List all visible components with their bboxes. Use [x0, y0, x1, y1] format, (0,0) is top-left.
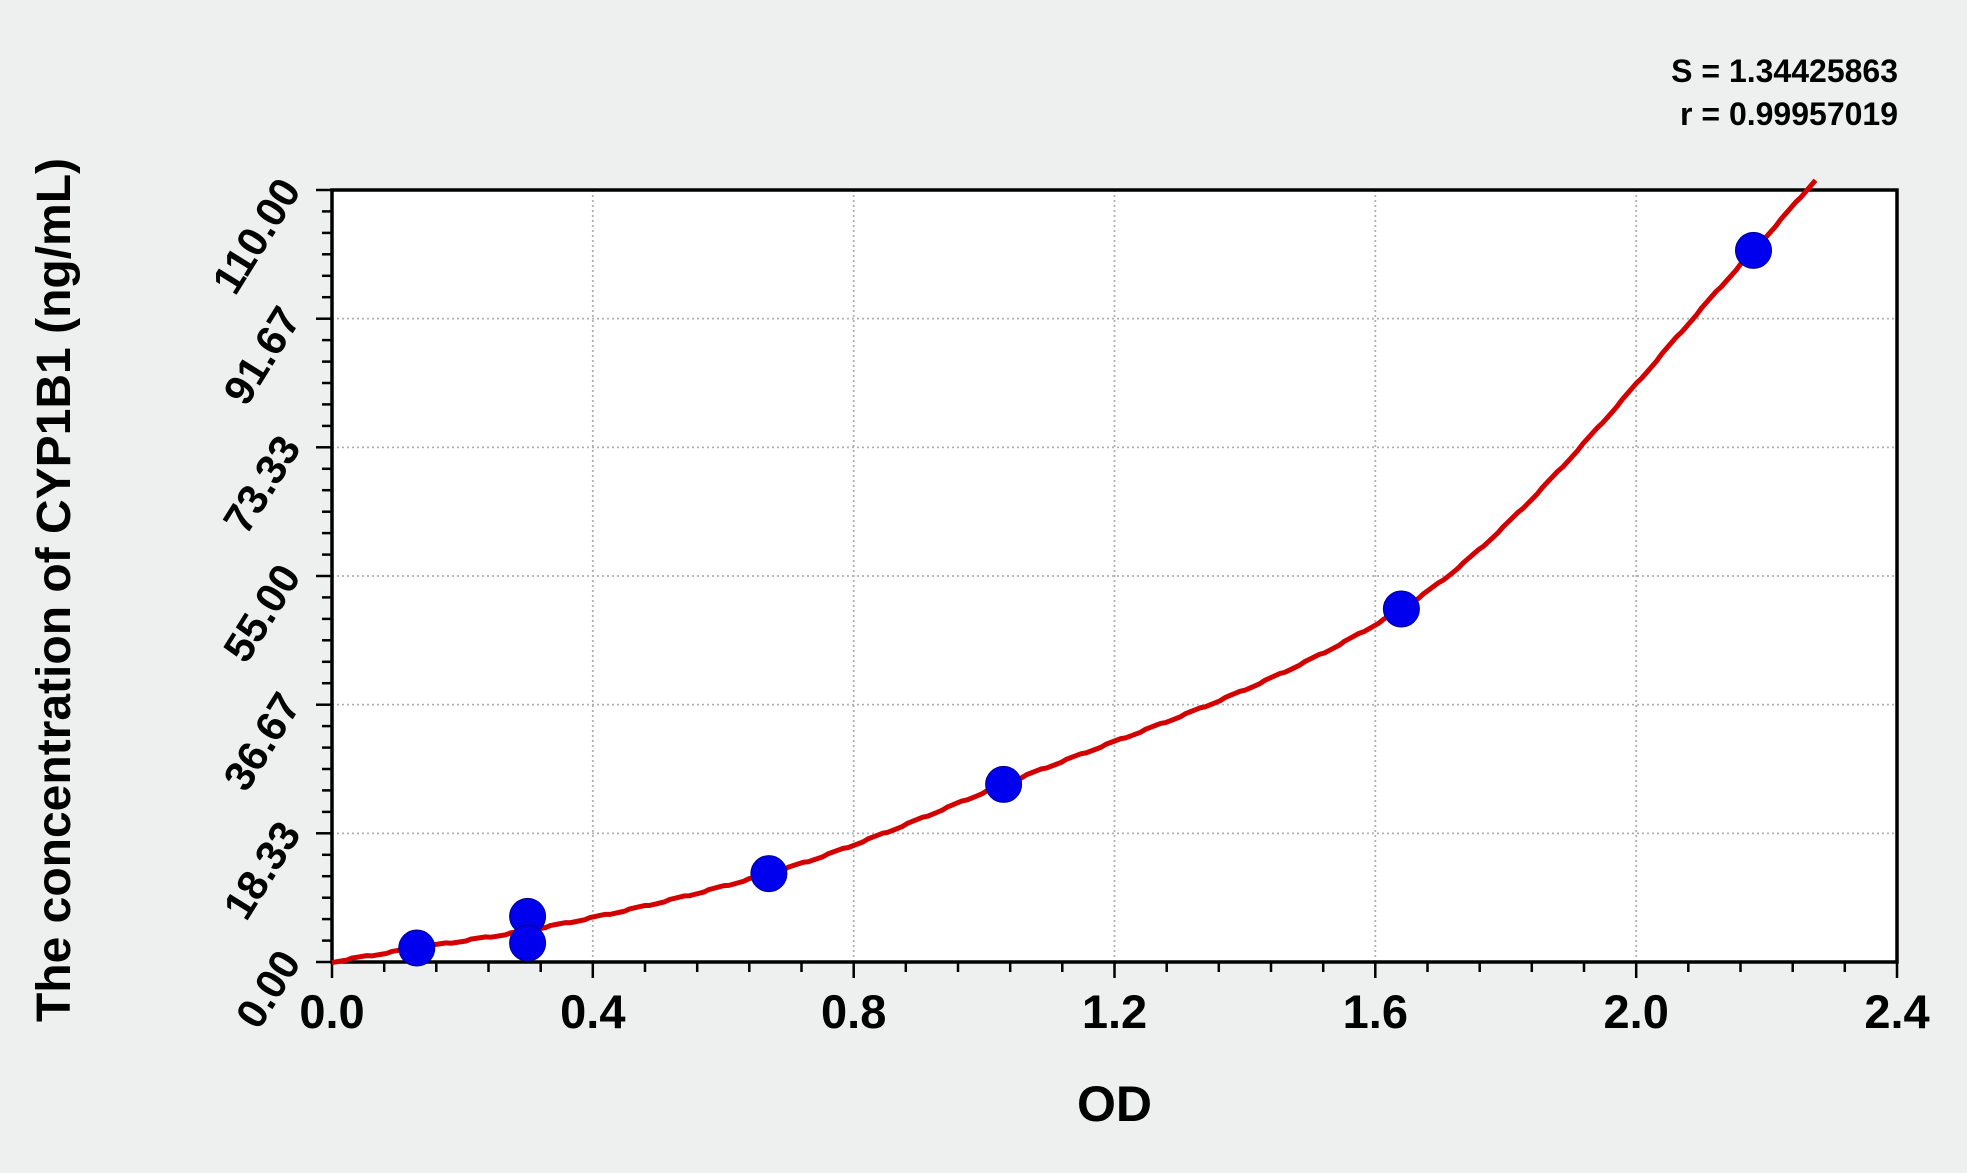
svg-text:2.4: 2.4 [1864, 985, 1929, 1038]
svg-text:0.0: 0.0 [299, 985, 364, 1038]
svg-text:0.4: 0.4 [560, 985, 625, 1038]
svg-text:The concentration of CYP1B1 (n: The concentration of CYP1B1 (ng/mL) [28, 158, 81, 1022]
svg-text:2.0: 2.0 [1604, 985, 1669, 1038]
svg-text:1.6: 1.6 [1343, 985, 1408, 1038]
svg-text:1.2: 1.2 [1082, 985, 1147, 1038]
svg-text:0.8: 0.8 [821, 985, 886, 1038]
